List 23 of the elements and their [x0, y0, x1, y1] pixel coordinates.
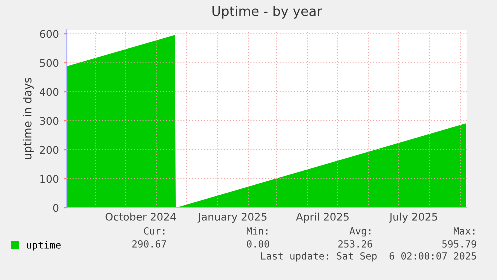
text: 595.79: [442, 240, 476, 248]
text: Cur:: [144, 227, 165, 235]
y-tick-label: 600: [40, 30, 59, 38]
text: Max:: [454, 228, 475, 235]
legend-label: uptime: [27, 241, 61, 251]
text: 0.00: [247, 240, 270, 248]
x-tick-label: July 2025: [389, 212, 438, 223]
text: Avg:: [350, 228, 371, 237]
text: 253.26: [338, 240, 372, 248]
text: Min:: [246, 227, 268, 235]
x-tick-label: April 2025: [296, 212, 349, 223]
text: Last update: Sat Sep 6 02:00:07 2025: [261, 252, 476, 262]
x-tick-label: January 2025: [198, 213, 267, 223]
y-tick-label: 500: [40, 59, 59, 68]
text: 290.67: [132, 240, 166, 248]
y-axis-title: uptime in days: [23, 78, 34, 160]
chart-title: Uptime - by year: [212, 6, 322, 19]
y-tick-label: 300: [40, 117, 59, 126]
y-tick-label: 400: [40, 88, 59, 96]
y-tick-label: 0: [53, 204, 59, 212]
x-tick-label: October 2024: [106, 212, 176, 221]
y-tick-label: 200: [40, 146, 59, 154]
y-tick-label: 100: [40, 175, 59, 184]
